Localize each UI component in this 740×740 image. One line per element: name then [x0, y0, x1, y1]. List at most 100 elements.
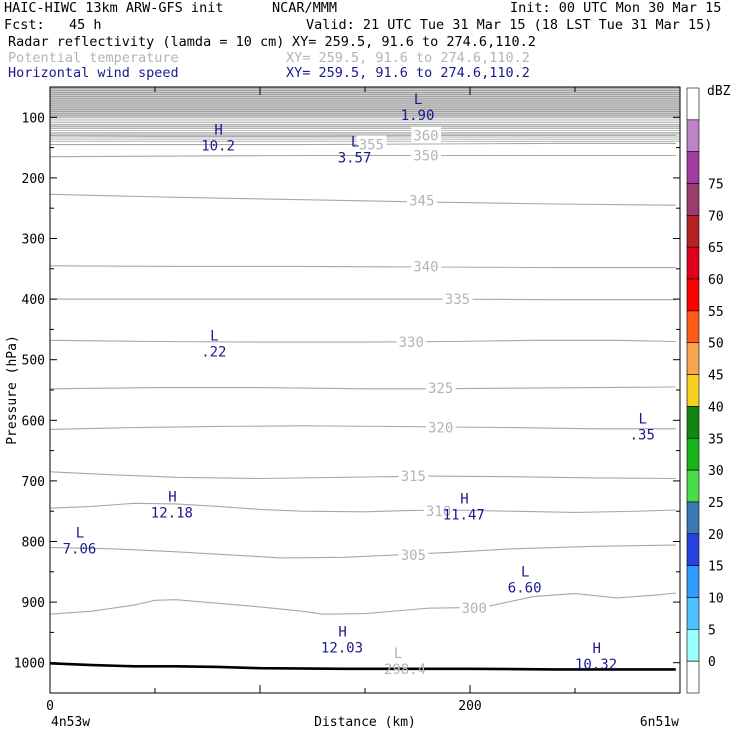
- theta-label-bg: [411, 126, 442, 143]
- terrain-surface-line: [49, 662, 676, 671]
- theta-label-bg: [407, 191, 437, 208]
- wind-extremum-value: 7.06: [63, 541, 97, 557]
- valid-time: Valid: 21 UTC Tue 31 Mar 15 (18 LST Tue …: [306, 17, 713, 33]
- theta-label: 325: [428, 381, 453, 397]
- theta-contour-320: [49, 425, 676, 430]
- wind-extremum-value: 10.2: [201, 138, 235, 154]
- field-theta-name: Potential temperature: [8, 50, 179, 66]
- theta-label: 350: [413, 148, 438, 164]
- colorbar-tick-label: 25: [708, 496, 724, 511]
- theta-contour-315: [49, 471, 676, 480]
- wind-extremum-value: 1.90: [401, 108, 435, 124]
- theta-label: 340: [413, 259, 438, 275]
- theta-label-bg: [396, 333, 427, 350]
- y-tick-label: 800: [22, 536, 45, 551]
- colorbar-swatch: [686, 342, 700, 375]
- wind-high-marker: H: [338, 625, 346, 641]
- theta-label-bg: [426, 418, 456, 435]
- theta-label-bg: [398, 467, 429, 484]
- x-end-label-right: 6n51w: [640, 715, 679, 730]
- colorbar-tick-label: 45: [708, 369, 724, 384]
- colorbar-unit-label: dBZ: [707, 84, 731, 99]
- theta-label-bg: [442, 290, 473, 307]
- theta-contour-325: [49, 386, 676, 390]
- colorbar-swatch: [686, 215, 700, 248]
- wind-low-marker: L: [76, 525, 84, 541]
- y-tick-label: 400: [22, 293, 45, 308]
- theta-extremum-value: 298.4: [384, 662, 426, 678]
- theta-label-bg: [411, 257, 442, 274]
- wind-extremum-value: 12.03: [321, 641, 363, 657]
- colorbar-swatch: [686, 501, 700, 535]
- theta-contour-305: [49, 544, 676, 559]
- model-title: HAIC-HIWC 13km ARW-GFS init: [4, 0, 224, 16]
- theta-label: 360: [413, 128, 438, 144]
- wind-extremum-value: .35: [630, 427, 655, 443]
- wind-high-marker: H: [214, 122, 222, 138]
- theta-label-bg: [459, 599, 490, 616]
- colorbar-swatch: [686, 597, 700, 630]
- colorbar-swatch: [686, 246, 700, 280]
- field-wind-name: Horizontal wind speed: [8, 65, 179, 81]
- colorbar-swatch: [686, 183, 700, 216]
- theta-label-bg: [398, 545, 429, 562]
- colorbar-tick-label: 30: [708, 464, 724, 479]
- wind-low-marker: L: [210, 328, 218, 344]
- colorbar-swatch: [686, 278, 700, 312]
- theta-contour-330: [49, 339, 676, 343]
- wind-extremum-value: 12.18: [151, 506, 193, 522]
- y-tick-label: 300: [22, 233, 45, 248]
- field-wind-xy: XY= 259.5, 91.6 to 274.6,110.2: [286, 65, 530, 81]
- colorbar-tick-label: 75: [708, 178, 724, 193]
- wind-extremum-value: 11.47: [443, 507, 485, 523]
- wind-extremum-value: 10.32: [575, 657, 617, 673]
- plot-frame: [49, 86, 681, 694]
- colorbar-tick-label: 70: [708, 209, 724, 224]
- colorbar-tick-label: 55: [708, 305, 724, 320]
- wind-high-marker: H: [168, 490, 176, 506]
- theta-extremum-type: L: [394, 646, 402, 662]
- colorbar-swatch: [686, 629, 700, 662]
- field-theta-xy: XY= 259.5, 91.6 to 274.6,110.2: [286, 50, 530, 66]
- x-axis-title: Distance (km): [314, 715, 416, 730]
- y-tick-label: 500: [22, 354, 45, 369]
- wind-low-marker: L: [414, 92, 422, 108]
- x-tick-label: 0: [46, 699, 54, 714]
- wind-high-marker: H: [593, 641, 601, 657]
- theta-label-bg: [423, 502, 454, 519]
- forecast-hour: Fcst: 45 h: [4, 17, 102, 33]
- colorbar-tick-label: 5: [708, 623, 716, 638]
- theta-label: 320: [428, 421, 453, 437]
- theta-label-bg: [411, 146, 442, 163]
- colorbar-swatch: [686, 660, 700, 694]
- colorbar-tick-label: 10: [708, 591, 724, 606]
- theta-label: 355: [359, 138, 384, 154]
- colorbar-swatch: [686, 533, 700, 566]
- colorbar-swatch: [686, 151, 700, 184]
- theta-label: 305: [401, 548, 426, 564]
- wind-extremum-value: 6.60: [508, 581, 542, 597]
- theta-contour-340: [49, 265, 676, 269]
- colorbar-swatch: [686, 374, 700, 407]
- colorbar-tick-label: 65: [708, 241, 724, 256]
- y-tick-label: 700: [22, 475, 45, 490]
- wind-extremum-value: .22: [201, 344, 226, 360]
- theta-contour-310: [49, 502, 676, 513]
- theta-label: 330: [399, 335, 424, 351]
- y-tick-label: 200: [22, 172, 45, 187]
- x-tick-label: 200: [458, 699, 481, 714]
- org-label: NCAR/MMM: [272, 0, 338, 16]
- upper-shaded-band: [50, 87, 680, 118]
- theta-label: 345: [409, 193, 434, 209]
- y-axis-title: Pressure (hPa): [5, 335, 20, 445]
- wind-high-marker: H: [460, 491, 468, 507]
- x-end-label-left: 4n53w: [51, 715, 90, 730]
- wind-low-marker: L: [639, 411, 647, 427]
- colorbar-swatch: [686, 119, 700, 152]
- wind-extremum-value: 3.57: [338, 150, 372, 166]
- colorbar-tick-label: 15: [708, 560, 724, 575]
- theta-contour-335: [50, 298, 676, 301]
- theta-label: 310: [426, 504, 451, 520]
- theta-contour-345: [49, 193, 676, 206]
